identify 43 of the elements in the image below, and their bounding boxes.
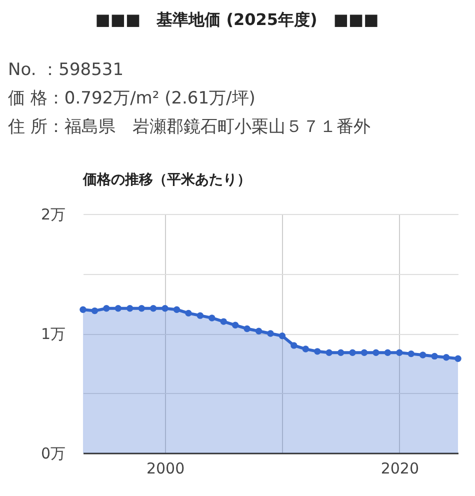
- point: [267, 330, 274, 337]
- y-tick-label: 2万: [40, 206, 66, 224]
- point: [442, 354, 450, 361]
- point: [103, 305, 110, 312]
- point: [326, 349, 332, 356]
- chart-subtitle: 価格の推移（平米あたり）: [82, 172, 251, 188]
- y-tick-label: 1万: [40, 325, 66, 343]
- point: [396, 349, 403, 356]
- point: [138, 305, 145, 312]
- point: [244, 325, 250, 332]
- point: [431, 352, 438, 360]
- point: [290, 342, 298, 349]
- point: [255, 328, 262, 334]
- point: [278, 332, 286, 340]
- point: [150, 305, 157, 312]
- point: [349, 349, 356, 356]
- text: 住 所：福島県 岩瀬郡鏡石町小栗山５７１番外: [7, 117, 370, 137]
- text: 価 格：0.792万/m² (2.61万/坪): [8, 88, 256, 108]
- y-tick-label: 0万: [40, 444, 66, 462]
- point: [196, 312, 204, 319]
- x-tick-label: 2000: [146, 460, 185, 478]
- point: [208, 314, 216, 322]
- point: [162, 305, 168, 312]
- point: [314, 348, 321, 355]
- point: [384, 349, 392, 356]
- point: [232, 322, 239, 328]
- text: No. ：598531: [8, 60, 124, 80]
- point: [126, 305, 134, 312]
- point: [114, 305, 122, 312]
- point: [337, 349, 344, 356]
- point: [173, 306, 180, 313]
- point: [372, 349, 380, 356]
- point: [80, 306, 86, 313]
- point: [220, 318, 227, 325]
- point: [360, 349, 368, 356]
- point: [419, 352, 426, 358]
- chart-title: ■■■ 基準地価 (2025年度) ■■■: [95, 10, 379, 29]
- x-tick-label: 2020: [380, 460, 419, 478]
- point: [302, 346, 310, 352]
- point: [91, 307, 98, 314]
- point: [185, 310, 192, 317]
- point: [454, 355, 462, 362]
- point: [408, 350, 414, 358]
